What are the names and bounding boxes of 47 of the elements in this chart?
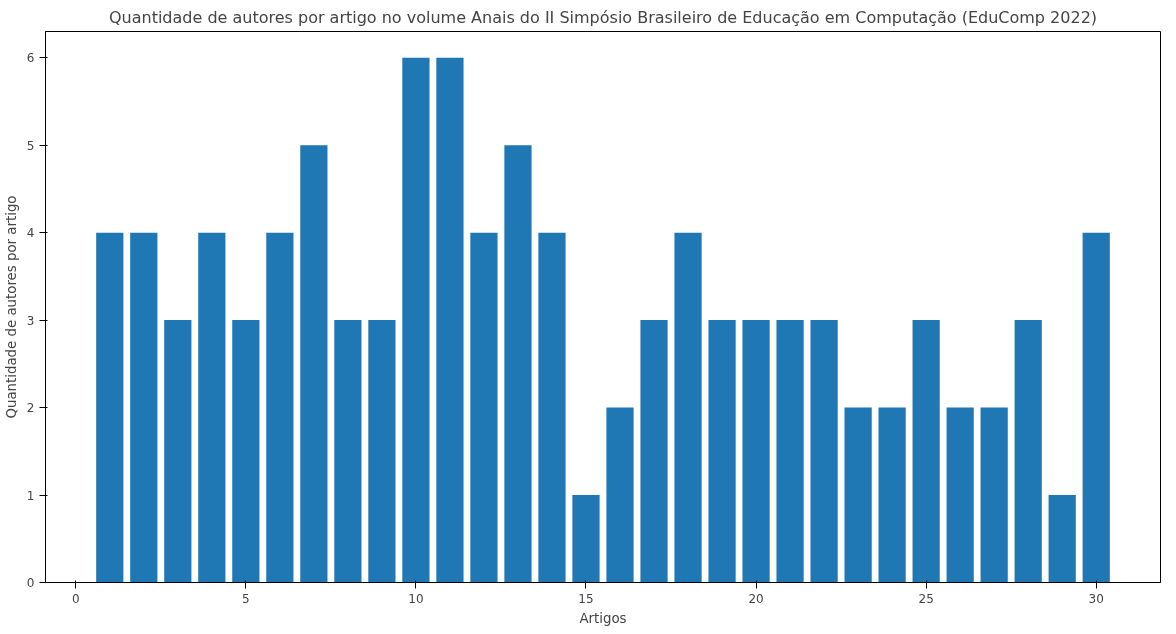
y-tick-label: 0 <box>26 576 35 590</box>
x-tick-label: 15 <box>578 591 594 606</box>
bar <box>878 407 906 583</box>
x-tick-label: 20 <box>748 591 764 606</box>
bar <box>436 57 464 583</box>
bar <box>402 57 430 583</box>
y-tick-label: 6 <box>26 51 35 66</box>
bar <box>1014 320 1042 583</box>
bar <box>198 232 226 583</box>
bar <box>538 232 566 583</box>
bar <box>300 145 328 583</box>
bar <box>674 232 702 583</box>
bar <box>504 145 532 583</box>
bar <box>334 320 362 583</box>
y-tick-label: 2 <box>26 401 35 416</box>
x-axis-title: Artigos <box>579 610 627 626</box>
x-tick-label: 10 <box>408 591 424 606</box>
bar <box>232 320 260 583</box>
bar <box>164 320 192 583</box>
chart-title: Quantidade de autores por artigo no volume Anais do II Simpósio Brasileiro de Educação em Computação (EduComp 2022) <box>108 7 1098 27</box>
bar <box>96 232 124 583</box>
x-tick-label: 25 <box>918 591 934 606</box>
bar <box>606 407 634 583</box>
bar <box>1082 232 1110 583</box>
bar <box>368 320 396 583</box>
bar <box>742 320 770 583</box>
bar <box>266 232 294 583</box>
x-tick-label: 30 <box>1088 591 1104 606</box>
bar <box>946 407 974 583</box>
bar <box>1048 495 1076 583</box>
bar <box>708 320 736 583</box>
y-tick-label: 4 <box>26 226 35 241</box>
y-axis-title: Quantidade de autores por artigo <box>3 195 19 419</box>
x-tick-label: 5 <box>242 591 250 606</box>
bar <box>844 407 872 583</box>
y-tick-label: 3 <box>26 313 35 328</box>
bar <box>912 320 940 583</box>
bar <box>572 495 600 583</box>
bar <box>776 320 804 583</box>
bar <box>980 407 1008 583</box>
y-tick-label: 1 <box>26 488 35 503</box>
bar <box>470 232 498 583</box>
bar <box>810 320 838 583</box>
y-tick-label: 5 <box>26 138 35 153</box>
x-tick-label: 0 <box>71 591 80 606</box>
bar <box>130 232 158 583</box>
bar <box>640 320 668 583</box>
